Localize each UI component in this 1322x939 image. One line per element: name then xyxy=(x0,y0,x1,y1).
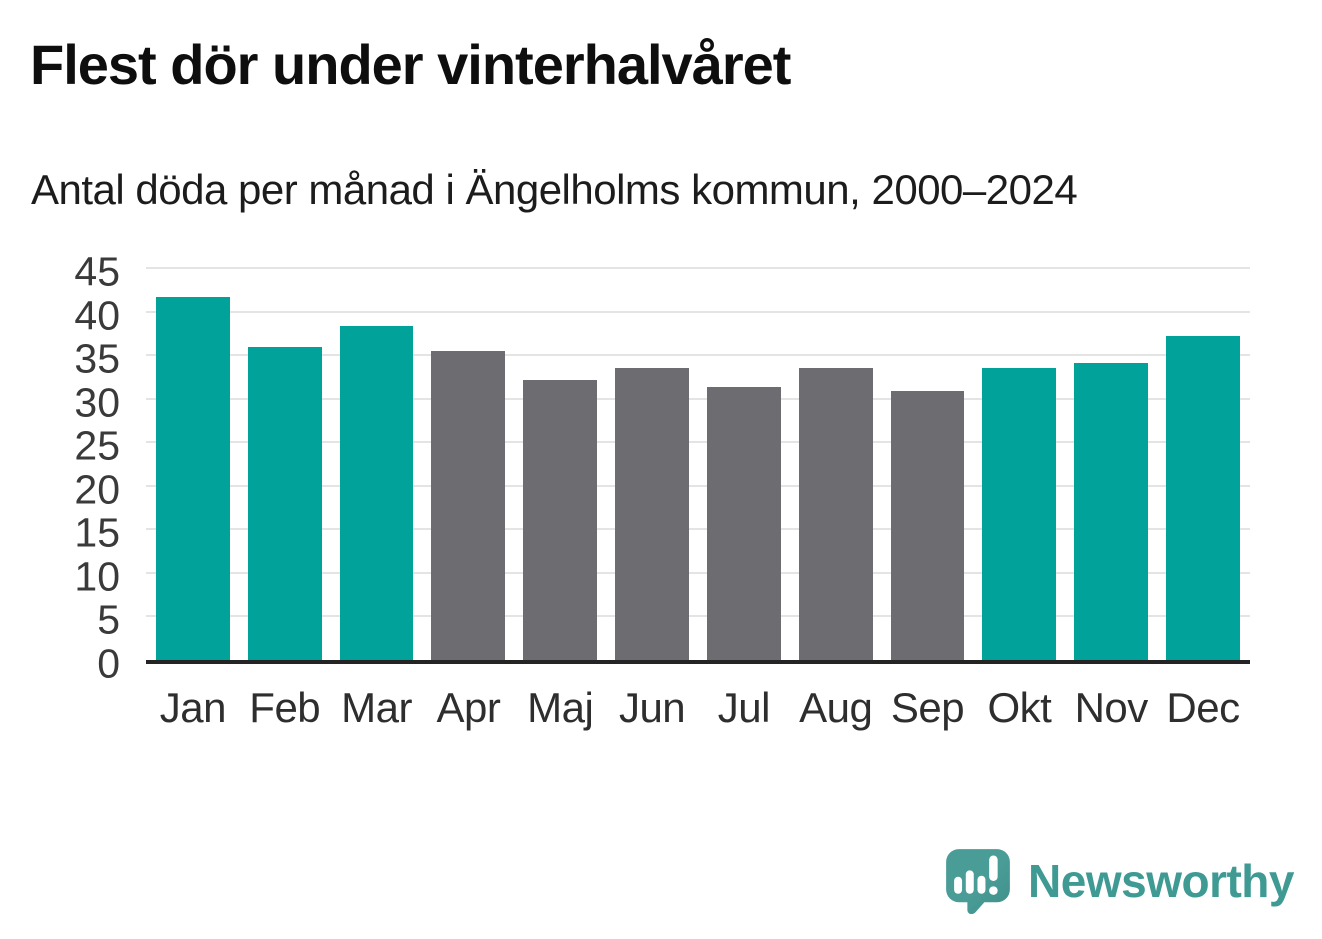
x-tick-label: Sep xyxy=(890,684,965,731)
y-tick-label: 10 xyxy=(74,553,120,600)
y-tick-label: 45 xyxy=(74,248,120,295)
x-tick-label: Dec xyxy=(1166,684,1240,731)
gridline xyxy=(146,267,1250,269)
gridline xyxy=(146,397,1250,400)
x-tick-label: Apr xyxy=(436,684,501,731)
bar-aug xyxy=(798,367,873,660)
gridline xyxy=(146,310,1250,313)
bar-series xyxy=(146,272,1250,660)
gridline xyxy=(146,354,1250,357)
bar-dec xyxy=(1166,335,1240,660)
plot-area xyxy=(146,267,1250,664)
newsworthy-logo-icon xyxy=(946,849,1010,915)
x-tick-label: Feb xyxy=(249,684,321,731)
bar-mar xyxy=(339,326,414,660)
gridline xyxy=(146,528,1250,531)
bar-okt xyxy=(982,367,1057,660)
x-tick-label: Mar xyxy=(341,684,412,731)
x-tick-label: Aug xyxy=(799,684,873,731)
y-tick-label: 30 xyxy=(74,379,120,426)
chart-subtitle: Antal döda per månad i Ängelholms kommun… xyxy=(31,166,1078,213)
bar-maj xyxy=(523,379,598,660)
x-tick-label: Okt xyxy=(987,684,1052,731)
y-tick-label: 35 xyxy=(74,335,120,382)
bar-jun xyxy=(615,367,689,660)
bar-jul xyxy=(706,386,781,660)
y-tick-label: 15 xyxy=(74,509,120,556)
brand-footer: Newsworthy xyxy=(944,847,1294,915)
x-tick-label: Jun xyxy=(618,684,686,731)
x-axis: Jan Feb Mar Apr Maj Jun Jul Aug Sep Okt Nov Dec xyxy=(146,684,1250,732)
gridline xyxy=(146,441,1250,444)
bar-jan xyxy=(156,297,230,660)
x-tick-label: Jan xyxy=(159,684,227,731)
gridline xyxy=(146,484,1250,487)
bar-apr xyxy=(431,351,506,660)
y-tick-label: 0 xyxy=(97,640,120,687)
y-axis: 0 5 10 15 20 25 30 35 40 45 xyxy=(0,251,120,684)
y-tick-label: 20 xyxy=(74,466,120,513)
y-tick-label: 5 xyxy=(97,596,120,643)
x-tick-label: Jul xyxy=(717,684,771,731)
brand-name: Newsworthy xyxy=(1028,855,1294,907)
y-tick-label: 40 xyxy=(74,292,120,339)
y-tick-label: 25 xyxy=(74,422,120,469)
bar-feb xyxy=(247,347,322,660)
bar-nov xyxy=(1074,362,1149,660)
gridline xyxy=(146,571,1250,574)
chart-title: Flest dör under vinterhalvåret xyxy=(30,33,791,96)
x-tick-label: Nov xyxy=(1074,684,1149,731)
bar-sep xyxy=(890,391,965,660)
gridline xyxy=(146,615,1250,618)
x-tick-label: Maj xyxy=(527,684,594,731)
